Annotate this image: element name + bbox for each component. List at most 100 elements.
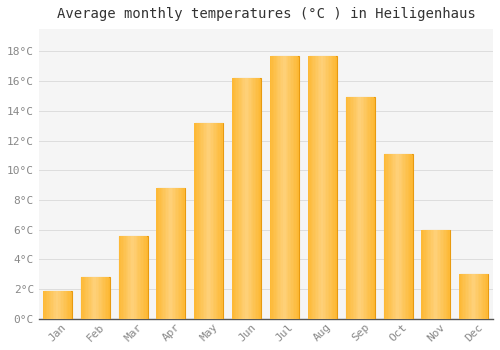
Bar — [479, 274, 480, 319]
Bar — [315, 56, 316, 319]
Bar — [469, 274, 470, 319]
Bar — [119, 236, 148, 319]
Bar — [132, 236, 134, 319]
Bar — [207, 123, 208, 319]
Bar — [423, 230, 424, 319]
Bar — [256, 78, 258, 319]
Bar — [362, 97, 364, 319]
Bar — [166, 188, 168, 319]
Bar — [82, 277, 110, 319]
Bar — [142, 236, 144, 319]
Bar — [309, 56, 310, 319]
Bar — [280, 56, 281, 319]
Bar — [335, 56, 336, 319]
Bar — [368, 97, 370, 319]
Bar — [48, 290, 50, 319]
Bar — [274, 56, 276, 319]
Bar — [476, 274, 478, 319]
Bar — [430, 230, 432, 319]
Bar — [272, 56, 273, 319]
Bar — [352, 97, 353, 319]
Bar — [447, 230, 448, 319]
Bar — [82, 277, 84, 319]
Bar — [428, 230, 430, 319]
Bar — [178, 188, 179, 319]
Bar — [402, 154, 404, 319]
Bar — [346, 97, 375, 319]
Bar — [68, 290, 70, 319]
Bar — [47, 290, 48, 319]
Bar — [460, 274, 462, 319]
Bar — [106, 277, 108, 319]
Bar — [250, 78, 252, 319]
Bar — [296, 56, 297, 319]
Bar — [62, 290, 64, 319]
Bar — [137, 236, 138, 319]
Bar — [220, 123, 221, 319]
Bar — [159, 188, 160, 319]
Bar — [446, 230, 447, 319]
Bar — [314, 56, 315, 319]
Bar — [291, 56, 292, 319]
Bar — [70, 290, 71, 319]
Bar — [108, 277, 109, 319]
Bar — [290, 56, 291, 319]
Bar — [465, 274, 466, 319]
Bar — [43, 290, 44, 319]
Bar — [482, 274, 484, 319]
Bar — [434, 230, 436, 319]
Bar — [120, 236, 122, 319]
Bar — [286, 56, 287, 319]
Bar — [474, 274, 475, 319]
Bar — [448, 230, 450, 319]
Bar — [254, 78, 255, 319]
Bar — [46, 290, 47, 319]
Bar — [427, 230, 428, 319]
Bar — [358, 97, 360, 319]
Bar — [318, 56, 319, 319]
Bar — [176, 188, 178, 319]
Bar — [204, 123, 206, 319]
Bar — [292, 56, 294, 319]
Bar — [404, 154, 405, 319]
Bar — [422, 230, 450, 319]
Bar — [277, 56, 278, 319]
Bar — [85, 277, 86, 319]
Bar — [134, 236, 136, 319]
Bar — [312, 56, 314, 319]
Bar — [319, 56, 320, 319]
Title: Average monthly temperatures (°C ) in Heiligenhaus: Average monthly temperatures (°C ) in He… — [56, 7, 476, 21]
Bar — [58, 290, 60, 319]
Bar — [485, 274, 486, 319]
Bar — [371, 97, 372, 319]
Bar — [206, 123, 207, 319]
Bar — [169, 188, 170, 319]
Bar — [409, 154, 410, 319]
Bar — [259, 78, 260, 319]
Bar — [405, 154, 406, 319]
Bar — [218, 123, 220, 319]
Bar — [386, 154, 388, 319]
Bar — [52, 290, 53, 319]
Bar — [197, 123, 198, 319]
Bar — [392, 154, 394, 319]
Bar — [408, 154, 409, 319]
Bar — [249, 78, 250, 319]
Bar — [104, 277, 105, 319]
Bar — [356, 97, 357, 319]
Bar — [174, 188, 175, 319]
Bar — [214, 123, 216, 319]
Bar — [92, 277, 94, 319]
Bar — [240, 78, 242, 319]
Bar — [56, 290, 57, 319]
Bar — [175, 188, 176, 319]
Bar — [242, 78, 244, 319]
Bar — [297, 56, 298, 319]
Bar — [144, 236, 146, 319]
Bar — [396, 154, 398, 319]
Bar — [210, 123, 212, 319]
Bar — [136, 236, 137, 319]
Bar — [330, 56, 332, 319]
Bar — [326, 56, 328, 319]
Bar — [90, 277, 92, 319]
